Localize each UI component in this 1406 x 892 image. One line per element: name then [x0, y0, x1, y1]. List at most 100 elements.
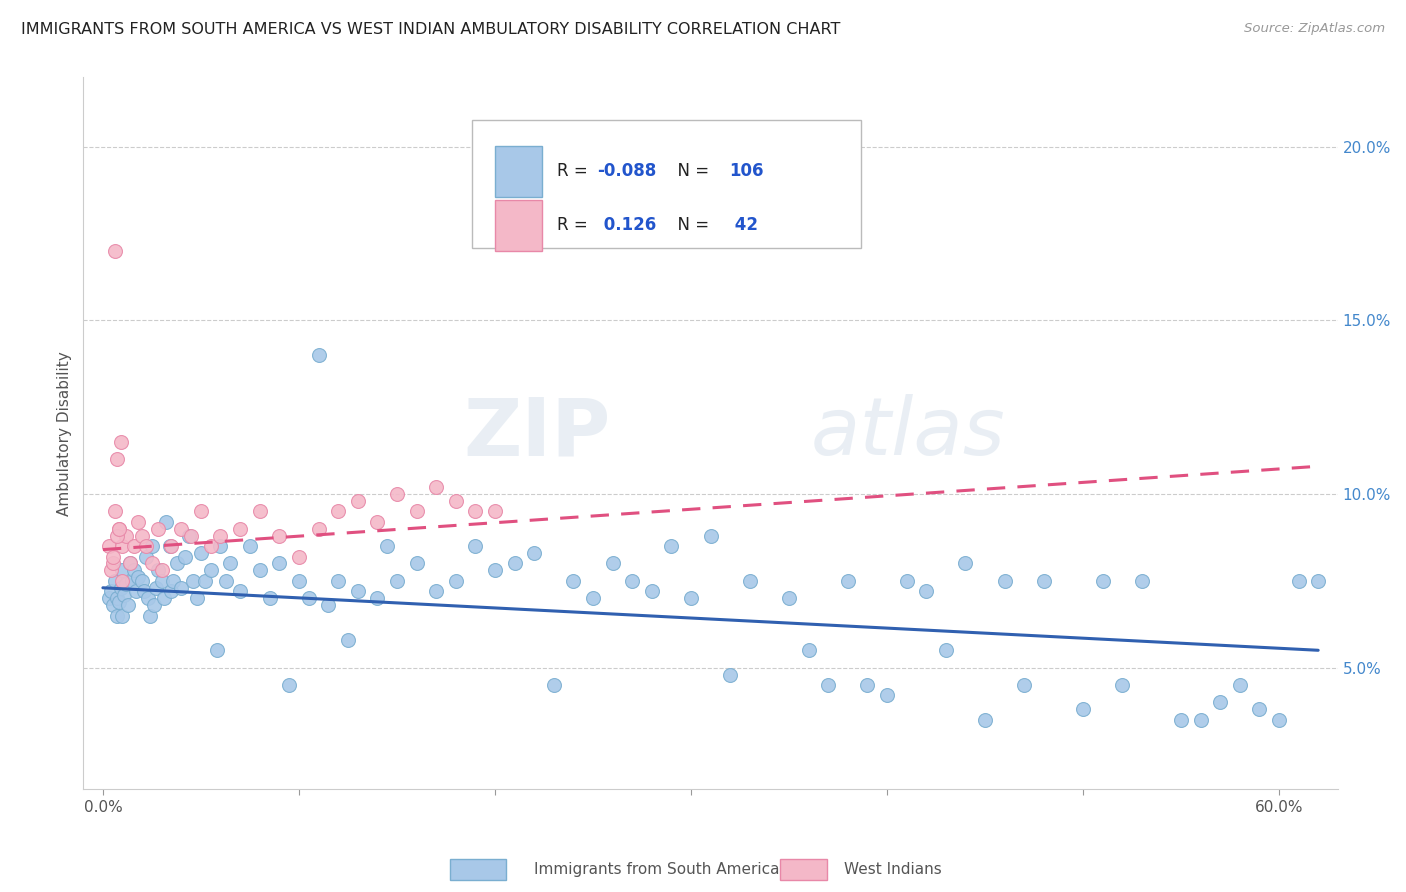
Point — [97, 539, 120, 553]
Point — [405, 504, 427, 518]
Point — [127, 570, 149, 584]
Point — [308, 522, 330, 536]
Point — [159, 539, 181, 553]
Point — [219, 557, 242, 571]
Text: Source: ZipAtlas.com: Source: ZipAtlas.com — [1244, 22, 1385, 36]
Point — [366, 515, 388, 529]
Point — [817, 678, 839, 692]
Point — [194, 574, 217, 588]
Point — [174, 549, 197, 564]
Point — [135, 549, 157, 564]
Point — [100, 584, 122, 599]
Point — [125, 584, 148, 599]
Point — [145, 581, 167, 595]
Point — [121, 574, 143, 588]
Point — [326, 574, 349, 588]
Point — [105, 529, 128, 543]
Point — [186, 591, 208, 606]
Point — [1032, 574, 1054, 588]
Point — [308, 348, 330, 362]
Point — [136, 591, 159, 606]
Point — [288, 574, 311, 588]
Point — [543, 678, 565, 692]
Point — [915, 584, 938, 599]
Text: IMMIGRANTS FROM SOUTH AMERICA VS WEST INDIAN AMBULATORY DISABILITY CORRELATION C: IMMIGRANTS FROM SOUTH AMERICA VS WEST IN… — [21, 22, 841, 37]
Point — [1249, 702, 1271, 716]
Text: ZIP: ZIP — [463, 394, 610, 472]
Point — [778, 591, 800, 606]
Point — [1189, 713, 1212, 727]
Point — [100, 563, 122, 577]
Point — [131, 574, 153, 588]
Point — [111, 608, 134, 623]
Point — [97, 591, 120, 606]
Point — [326, 504, 349, 518]
Point — [170, 522, 193, 536]
Point — [114, 588, 136, 602]
Point — [132, 584, 155, 599]
Point — [444, 494, 467, 508]
Point — [110, 434, 132, 449]
Point — [699, 529, 721, 543]
Point — [152, 591, 174, 606]
Point — [122, 563, 145, 577]
Point — [346, 494, 368, 508]
Point — [896, 574, 918, 588]
Point — [104, 244, 127, 258]
Point — [1012, 678, 1035, 692]
Point — [856, 678, 879, 692]
Point — [105, 608, 128, 623]
Bar — [495, 145, 543, 197]
Point — [249, 563, 271, 577]
Point — [107, 522, 129, 536]
Point — [621, 574, 644, 588]
Text: N =: N = — [666, 216, 714, 235]
Point — [425, 480, 447, 494]
Point — [107, 522, 129, 536]
Point — [405, 557, 427, 571]
Point — [1071, 702, 1094, 716]
Point — [127, 515, 149, 529]
Text: atlas: atlas — [811, 394, 1005, 472]
Point — [205, 643, 228, 657]
Point — [484, 563, 506, 577]
Point — [718, 667, 741, 681]
Point — [229, 584, 252, 599]
Text: Immigrants from South America: Immigrants from South America — [534, 863, 780, 877]
Point — [101, 549, 124, 564]
Point — [797, 643, 820, 657]
Point — [166, 557, 188, 571]
Point — [484, 504, 506, 518]
Point — [1209, 695, 1232, 709]
Point — [215, 574, 238, 588]
Point — [146, 563, 169, 577]
Point — [1268, 713, 1291, 727]
Point — [115, 529, 138, 543]
Point — [366, 591, 388, 606]
Point — [288, 549, 311, 564]
Point — [180, 529, 202, 543]
Point — [582, 591, 605, 606]
Text: R =: R = — [558, 216, 593, 235]
Point — [318, 598, 340, 612]
Point — [278, 678, 301, 692]
Point — [1308, 574, 1330, 588]
Point — [105, 591, 128, 606]
Point — [955, 557, 977, 571]
Point — [1229, 678, 1251, 692]
Text: R =: R = — [558, 162, 593, 180]
Point — [659, 539, 682, 553]
Point — [105, 452, 128, 467]
Point — [107, 595, 129, 609]
FancyBboxPatch shape — [472, 120, 860, 248]
Point — [179, 529, 201, 543]
Point — [229, 522, 252, 536]
Point — [111, 539, 134, 553]
Point — [464, 539, 486, 553]
Point — [503, 557, 526, 571]
Point — [876, 689, 898, 703]
Point — [679, 591, 702, 606]
Point — [464, 504, 486, 518]
Point — [200, 563, 222, 577]
Point — [974, 713, 997, 727]
